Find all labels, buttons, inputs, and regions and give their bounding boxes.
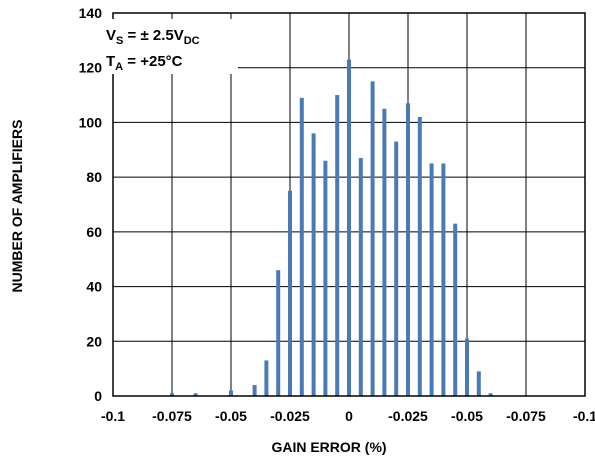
histogram-bar [170, 393, 174, 396]
y-tick-label: 120 [79, 60, 103, 76]
y-tick-label: 0 [94, 388, 102, 404]
annotation-temperature: TA = +25°C [106, 53, 183, 73]
histogram-bar [370, 81, 375, 397]
histogram-bar [394, 141, 399, 396]
bars [170, 59, 493, 397]
histogram-bar [441, 163, 446, 396]
histogram-bar [465, 338, 469, 396]
x-tick-label: -0.1 [573, 408, 595, 424]
x-tick-label: -0.075 [152, 408, 192, 424]
y-tick-label: 20 [86, 333, 102, 349]
histogram-bar [382, 108, 387, 396]
x-tick-label: -0.05 [451, 408, 483, 424]
histogram-bar [252, 385, 257, 396]
y-tick-label: 140 [79, 5, 103, 21]
histogram-bar [476, 371, 481, 396]
histogram-bar [453, 223, 458, 396]
histogram-bar [288, 190, 292, 396]
annotation-supply-voltage: VS = ± 2.5VDC [106, 27, 200, 47]
x-tick-label: -0.075 [506, 408, 546, 424]
histogram-bar [299, 97, 304, 397]
y-tick-label: 80 [86, 169, 102, 185]
x-tick-labels: -0.1 -0.075 -0.05 -0.025 0 -0.025 -0.05 -0.075 -… [101, 408, 595, 424]
y-tick-label: 100 [79, 114, 103, 130]
x-axis-label: GAIN ERROR (%) [271, 439, 386, 455]
histogram-bar [311, 133, 316, 396]
x-tick-label: -0.1 [101, 408, 125, 424]
histogram-bar [429, 163, 434, 396]
histogram-bar [229, 390, 233, 396]
x-tick-label: -0.025 [388, 408, 428, 424]
y-tick-labels: 0 20 40 60 80 100 120 140 [79, 5, 103, 404]
y-tick-label: 40 [86, 279, 102, 295]
x-tick-label: -0.025 [270, 408, 310, 424]
histogram-bar [193, 393, 198, 396]
annotation-box [102, 19, 238, 74]
x-tick-label: -0.05 [215, 408, 247, 424]
histogram-bar [323, 160, 328, 396]
histogram-bar [488, 393, 493, 396]
histogram-bar [264, 360, 269, 396]
y-tick-label: 60 [86, 224, 102, 240]
y-axis-label: NUMBER OF AMPLIFIERS [9, 120, 25, 293]
histogram-bar [406, 103, 410, 397]
histogram-bar [358, 157, 363, 396]
x-tick-label: 0 [345, 408, 353, 424]
histogram-bar [335, 95, 340, 397]
plot-frame [112, 12, 586, 397]
histogram-bar [347, 59, 351, 396]
histogram-bar [276, 270, 281, 396]
histogram-bar [417, 116, 422, 396]
